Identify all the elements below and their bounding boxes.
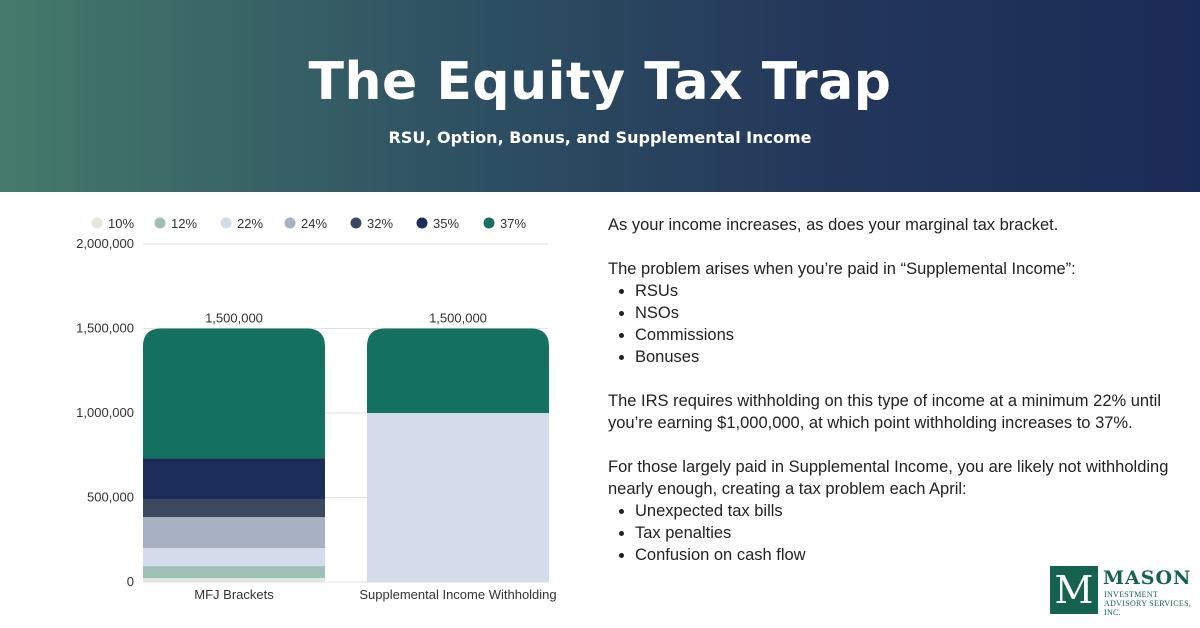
legend-label: 32% bbox=[367, 216, 393, 231]
chart-legend: 10% 12% 22% 24% 32% 35% 37% bbox=[91, 216, 526, 231]
y-tick-label: 1,500,000 bbox=[76, 321, 134, 336]
list-item: Unexpected tax bills bbox=[635, 500, 1193, 522]
header-banner: The Equity Tax Trap RSU, Option, Bonus, … bbox=[0, 0, 1200, 192]
bar-group bbox=[143, 328, 325, 582]
legend-swatch bbox=[220, 217, 232, 229]
stacked-bar-chart: 10% 12% 22% 24% 32% 35% 37% 0 500,000 1,000,000 1… bbox=[76, 216, 556, 603]
bar-segment bbox=[143, 578, 325, 582]
consequence-text: For those largely paid in Supplemental I… bbox=[608, 458, 1169, 498]
legend-label: 35% bbox=[433, 216, 459, 231]
list-item: Commissions bbox=[635, 324, 1193, 346]
legend-swatch bbox=[284, 217, 296, 229]
legend-swatch bbox=[416, 217, 428, 229]
legend-item: 10% bbox=[91, 216, 134, 231]
legend-swatch bbox=[350, 217, 362, 229]
legend-item: 22% bbox=[220, 216, 263, 231]
legend-item: 37% bbox=[483, 216, 526, 231]
logo-tagline: INVESTMENT ADVISORY SERVICES, INC. bbox=[1104, 590, 1192, 617]
legend-item: 35% bbox=[416, 216, 459, 231]
list-item: Confusion on cash flow bbox=[635, 544, 1193, 566]
legend-swatch bbox=[91, 217, 103, 229]
bar-total-label: 1,500,000 bbox=[205, 311, 263, 326]
chart-bars bbox=[143, 328, 549, 582]
list-item: RSUs bbox=[635, 280, 1193, 302]
legend-label: 12% bbox=[171, 216, 197, 231]
intro-text: As your income increases, as does your m… bbox=[608, 216, 1059, 234]
page-subtitle: RSU, Option, Bonus, and Supplemental Inc… bbox=[388, 128, 812, 147]
legend-item: 32% bbox=[350, 216, 393, 231]
problem-list: Unexpected tax bills Tax penalties Confu… bbox=[608, 500, 1193, 566]
legend-item: 12% bbox=[154, 216, 197, 231]
y-tick-label: 1,000,000 bbox=[76, 405, 134, 420]
legend-label: 24% bbox=[301, 216, 327, 231]
page-title: The Equity Tax Trap bbox=[308, 52, 892, 112]
irs-text: The IRS requires withholding on this typ… bbox=[608, 392, 1162, 432]
problem-text: The problem arises when you’re paid in “… bbox=[608, 260, 1076, 278]
y-tick-label: 500,000 bbox=[87, 490, 134, 505]
bar-segment bbox=[367, 413, 549, 582]
x-tick-label: Supplemental Income Withholding bbox=[359, 587, 556, 602]
legend-label: 37% bbox=[500, 216, 526, 231]
income-type-list: RSUs NSOs Commissions Bonuses bbox=[608, 280, 1193, 368]
bar-segment bbox=[143, 548, 325, 567]
chart-labels: 1,500,000 MFJ Brackets 1,500,000 Supplement… bbox=[194, 311, 556, 603]
legend-item: 24% bbox=[284, 216, 327, 231]
list-item: Tax penalties bbox=[635, 522, 1193, 544]
x-tick-label: MFJ Brackets bbox=[194, 587, 274, 602]
bar-segment bbox=[143, 566, 325, 579]
logo-name: MASON bbox=[1103, 567, 1192, 589]
y-tick-label: 0 bbox=[127, 574, 134, 589]
logo-mark: M bbox=[1050, 566, 1098, 614]
bar-group bbox=[367, 328, 549, 582]
bar-segment bbox=[143, 328, 325, 459]
list-item: Bonuses bbox=[635, 346, 1193, 368]
bar-segment bbox=[143, 499, 325, 518]
legend-label: 22% bbox=[237, 216, 263, 231]
legend-swatch bbox=[154, 217, 166, 229]
bar-total-label: 1,500,000 bbox=[429, 311, 487, 326]
bar-segment bbox=[143, 517, 325, 549]
bar-segment bbox=[367, 328, 549, 413]
list-item: NSOs bbox=[635, 302, 1193, 324]
legend-swatch bbox=[483, 217, 495, 229]
y-axis-ticks: 0 500,000 1,000,000 1,500,000 2,000,000 bbox=[76, 236, 134, 589]
legend-label: 10% bbox=[108, 216, 134, 231]
mason-logo: M MASON INVESTMENT ADVISORY SERVICES, IN… bbox=[1050, 566, 1192, 617]
y-tick-label: 2,000,000 bbox=[76, 236, 134, 251]
info-panel: As your income increases, as does your m… bbox=[608, 214, 1193, 566]
bar-segment bbox=[143, 458, 325, 500]
